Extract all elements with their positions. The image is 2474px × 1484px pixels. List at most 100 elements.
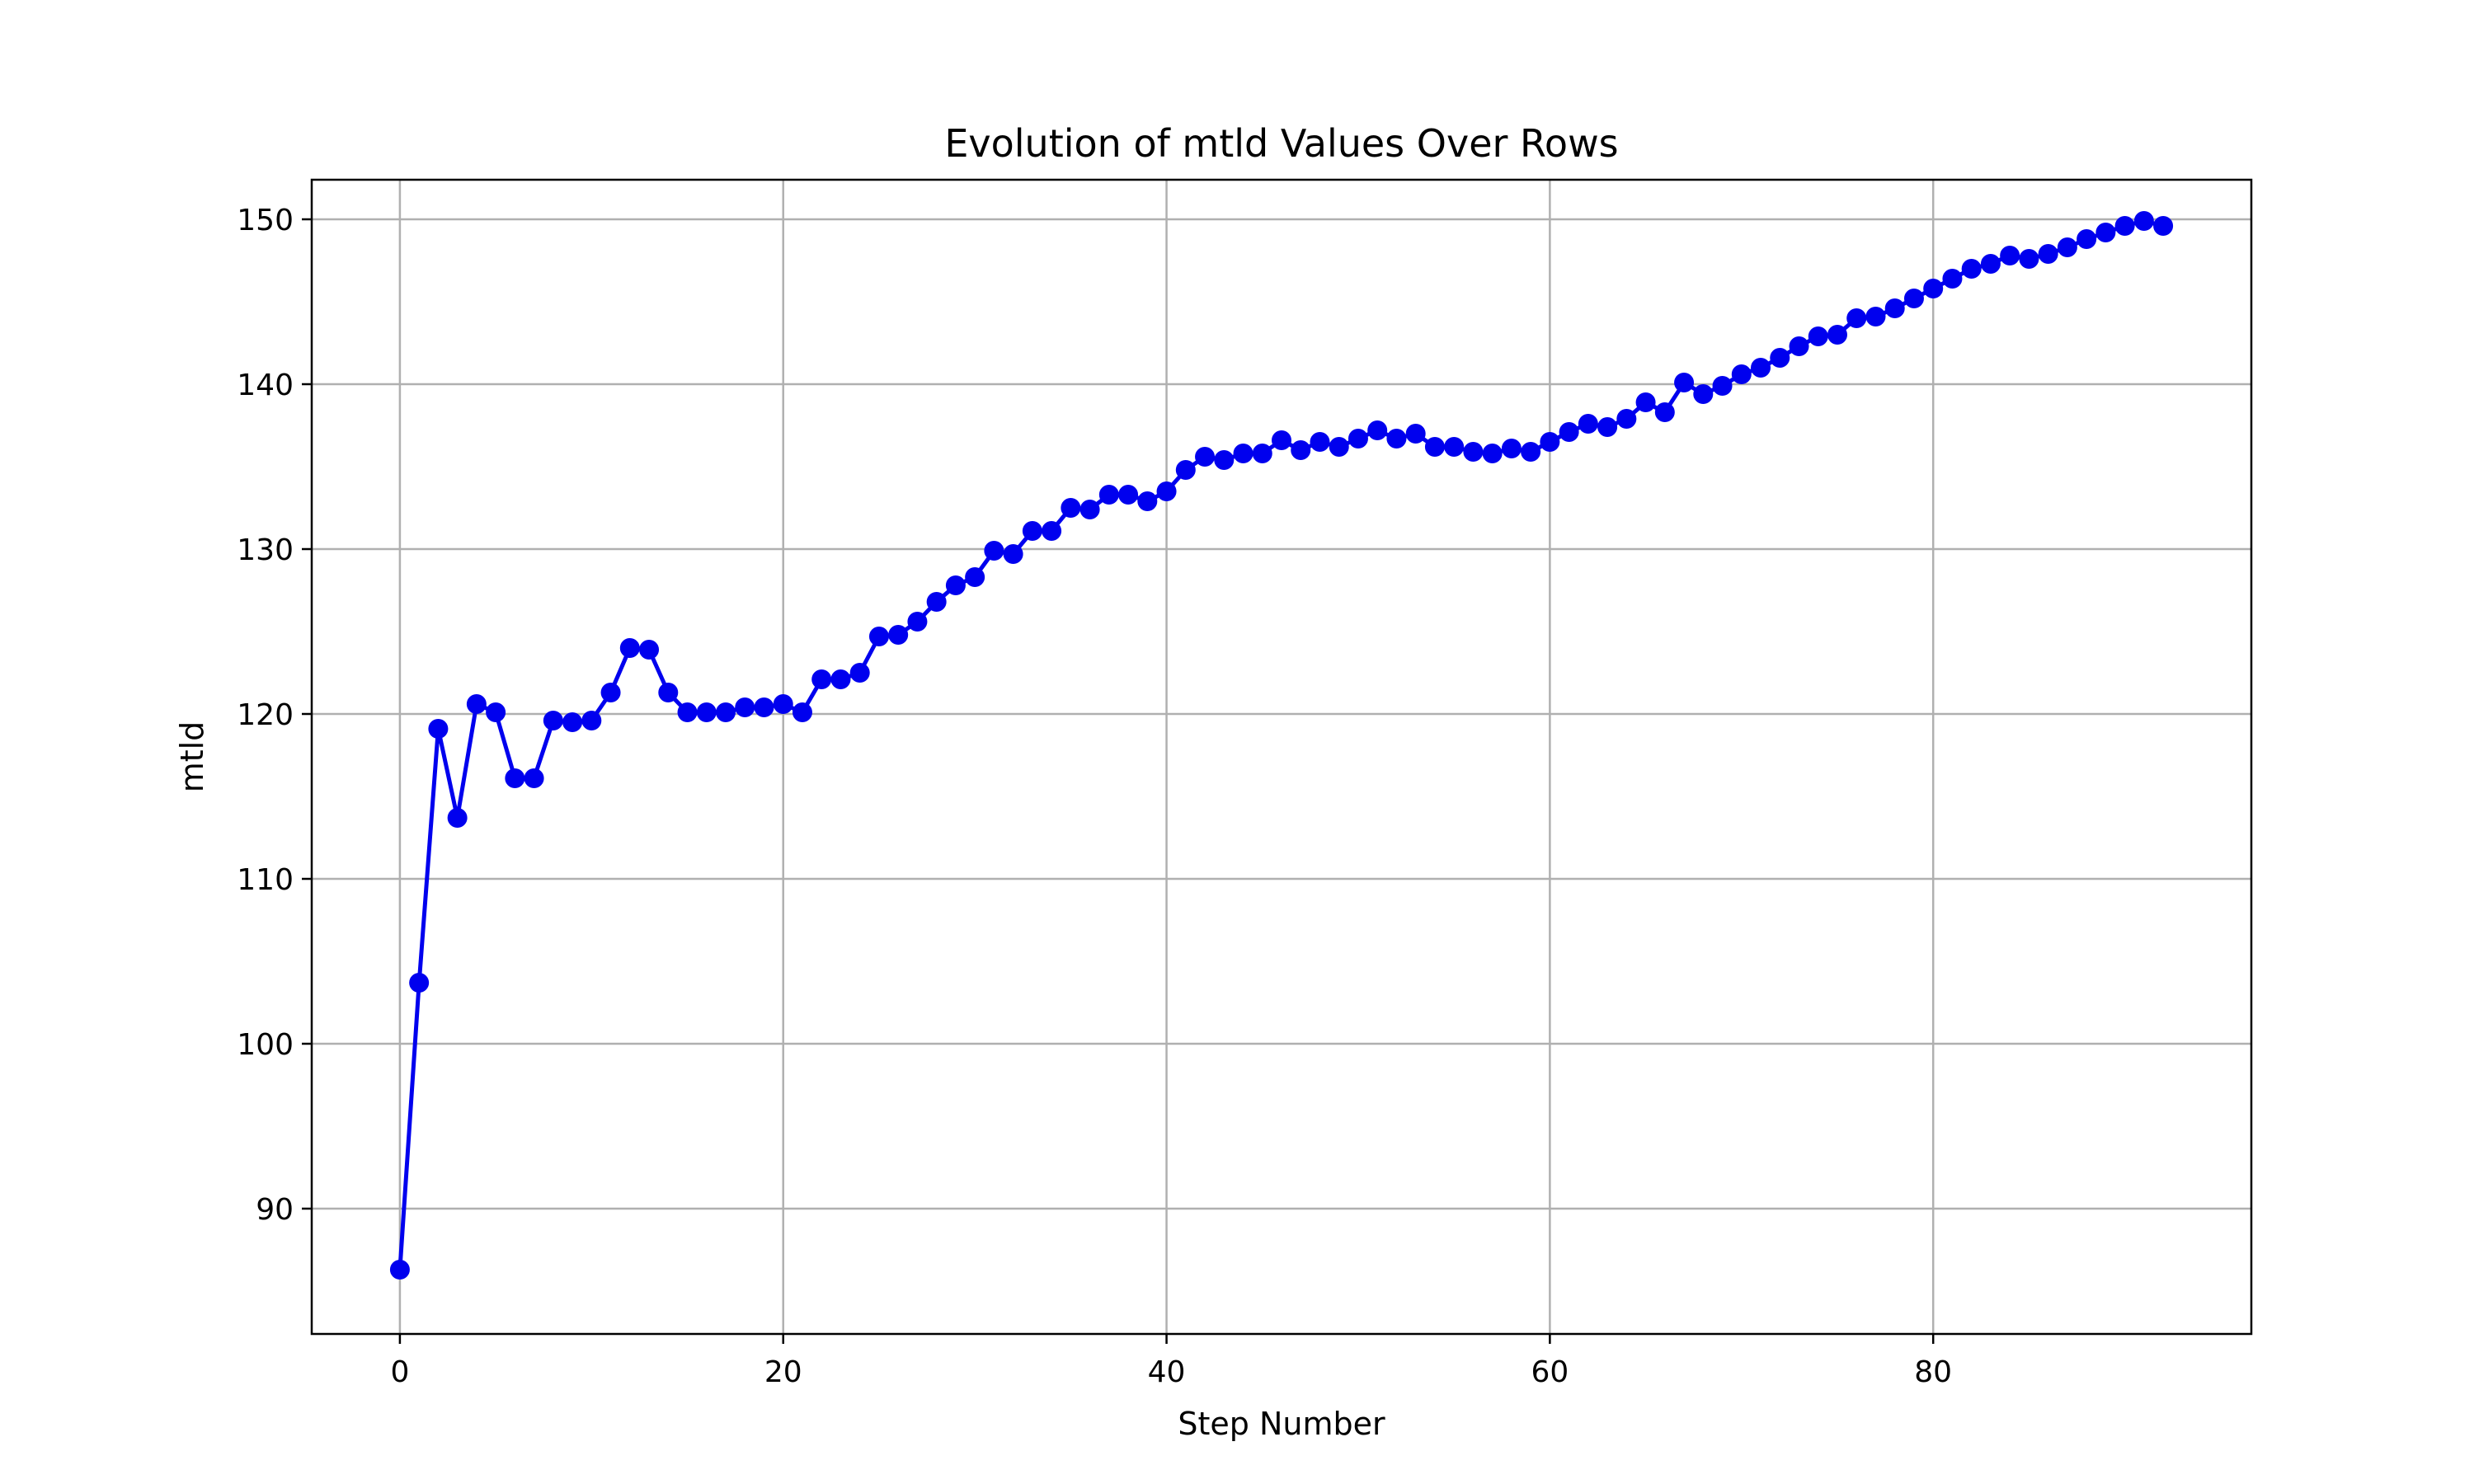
data-point	[1405, 424, 1426, 444]
data-point	[2077, 229, 2097, 249]
data-point	[1961, 259, 1982, 279]
data-point	[1693, 384, 1714, 404]
data-point	[1865, 307, 1886, 326]
data-point	[1827, 325, 1847, 345]
data-point	[1482, 444, 1503, 463]
data-point	[505, 768, 525, 788]
data-point	[830, 669, 851, 689]
data-point	[2019, 249, 2039, 269]
data-point	[1884, 298, 1905, 318]
data-point	[1770, 348, 1790, 368]
y-tick-label: 90	[256, 1193, 294, 1227]
data-point	[639, 640, 660, 660]
data-point	[1712, 376, 1733, 396]
data-point	[1195, 447, 1216, 467]
data-point	[1597, 417, 1618, 437]
data-point	[409, 973, 430, 993]
data-point	[1635, 392, 1656, 412]
y-axis-label: mtld	[174, 721, 210, 793]
data-point	[2133, 211, 2154, 231]
data-point	[677, 702, 698, 722]
data-point	[945, 575, 966, 595]
data-point	[447, 808, 468, 828]
data-point	[2114, 216, 2135, 236]
data-point	[1578, 414, 1598, 434]
data-point	[1559, 422, 1579, 442]
data-point	[1156, 481, 1177, 501]
data-point	[1540, 432, 1560, 452]
data-point	[792, 702, 812, 722]
x-tick-label: 80	[1914, 1355, 1952, 1389]
data-point	[1098, 485, 1119, 505]
data-point	[868, 627, 889, 646]
data-point	[965, 567, 985, 587]
data-point	[1789, 336, 1809, 356]
data-point	[1214, 450, 1235, 470]
data-point	[1175, 460, 1196, 480]
data-point	[1003, 544, 1023, 564]
data-point	[486, 702, 506, 722]
data-point	[1329, 437, 1349, 457]
data-point	[1980, 254, 2001, 274]
data-point	[1367, 420, 1388, 440]
data-point	[907, 612, 928, 632]
data-point	[1042, 521, 1062, 541]
data-point	[428, 719, 449, 739]
x-axis-ticks: 0 20 40 60 80	[390, 1334, 1952, 1389]
data-point	[1731, 364, 1752, 384]
data-point	[735, 697, 755, 717]
data-point	[1923, 279, 1944, 298]
data-point	[1291, 440, 1311, 460]
data-point	[1463, 442, 1484, 462]
data-point	[1233, 444, 1253, 463]
data-point	[1501, 439, 1522, 458]
data-point	[1310, 432, 1330, 452]
data-point	[754, 697, 774, 717]
data-point	[2000, 246, 2020, 265]
data-point	[1654, 402, 1675, 422]
x-tick-label: 60	[1531, 1355, 1569, 1389]
data-point	[888, 625, 909, 645]
data-point	[466, 694, 487, 714]
data-point	[1386, 429, 1407, 448]
x-axis-label: Step Number	[1178, 1406, 1385, 1442]
data-point	[562, 712, 583, 732]
data-point	[1348, 429, 1368, 448]
data-point	[543, 711, 563, 730]
data-point	[849, 663, 870, 683]
y-tick-label: 130	[237, 533, 294, 567]
data-point	[1808, 326, 1828, 346]
chart-title: Evolution of mtld Values Over Rows	[944, 121, 1618, 166]
data-point	[1616, 409, 1637, 429]
data-point	[2095, 223, 2116, 242]
y-tick-label: 150	[237, 204, 294, 237]
data-point	[1846, 308, 1867, 328]
data-point	[1521, 442, 1541, 462]
data-point	[619, 638, 640, 658]
data-point	[1444, 437, 1465, 457]
data-point	[581, 711, 602, 730]
y-tick-label: 110	[237, 863, 294, 897]
data-point	[1022, 521, 1042, 541]
data-point	[926, 592, 947, 612]
data-point	[2153, 216, 2174, 236]
y-tick-label: 100	[237, 1028, 294, 1062]
data-point	[1674, 373, 1695, 392]
plot-frame	[310, 178, 2253, 1336]
data-point	[1118, 485, 1139, 505]
x-tick-label: 20	[764, 1355, 802, 1389]
data-point	[658, 683, 679, 702]
data-point	[984, 541, 1004, 561]
data-point	[811, 669, 832, 689]
data-point	[1424, 437, 1445, 457]
grid-lines	[312, 180, 2251, 1334]
data-point	[524, 768, 544, 788]
data-point	[716, 702, 736, 722]
data-point	[2038, 244, 2058, 264]
data-point	[1079, 500, 1100, 519]
data-point	[1903, 289, 1924, 308]
data-point	[1272, 430, 1291, 450]
